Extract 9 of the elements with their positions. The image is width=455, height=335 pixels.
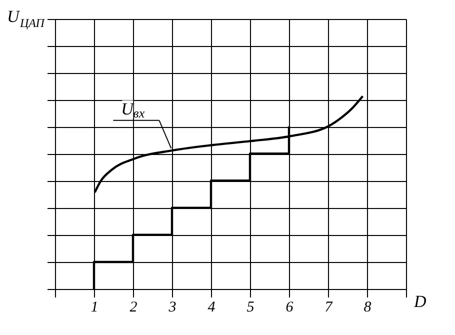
x-tick-label: 4: [208, 300, 216, 316]
x-tick-label: 3: [168, 300, 176, 316]
x-tick-label: 8: [364, 300, 372, 316]
x-tick-label: 1: [90, 300, 98, 316]
x-axis-title: D: [413, 292, 427, 311]
x-tick-label: 5: [246, 300, 255, 316]
x-tick-label: 2: [130, 300, 138, 316]
x-tick-label: 7: [324, 300, 334, 316]
x-tick-label: 6: [286, 300, 294, 316]
